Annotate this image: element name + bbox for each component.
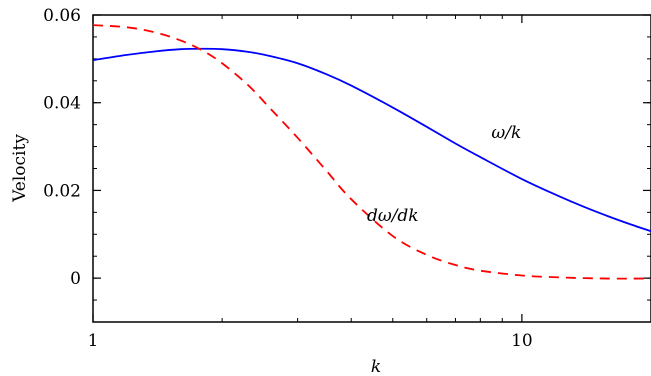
y-tick-label: 0.04 (43, 94, 81, 114)
annotations: ω/k dω/dk (367, 123, 521, 226)
y-axis-label: Velocity (10, 134, 30, 203)
x-axis-label: k (371, 357, 381, 376)
series-line-2 (92, 24, 651, 280)
y-tick-label: 0.06 (43, 6, 81, 26)
y-tick-label: 0 (70, 269, 81, 289)
x-tick-label: 1 (88, 331, 99, 351)
annotation-2: dω/dk (367, 206, 419, 226)
series-layer (92, 24, 651, 280)
y-tick-label: 0.02 (43, 181, 81, 201)
series-line-1 (92, 47, 651, 233)
plot-frame (92, 14, 651, 323)
axis-ticks (92, 14, 651, 323)
annotation-1: ω/k (491, 123, 521, 143)
x-tick-label: 10 (511, 331, 533, 351)
axis-tick-labels: 0 0.02 0.04 0.06 1 10 (43, 6, 533, 351)
